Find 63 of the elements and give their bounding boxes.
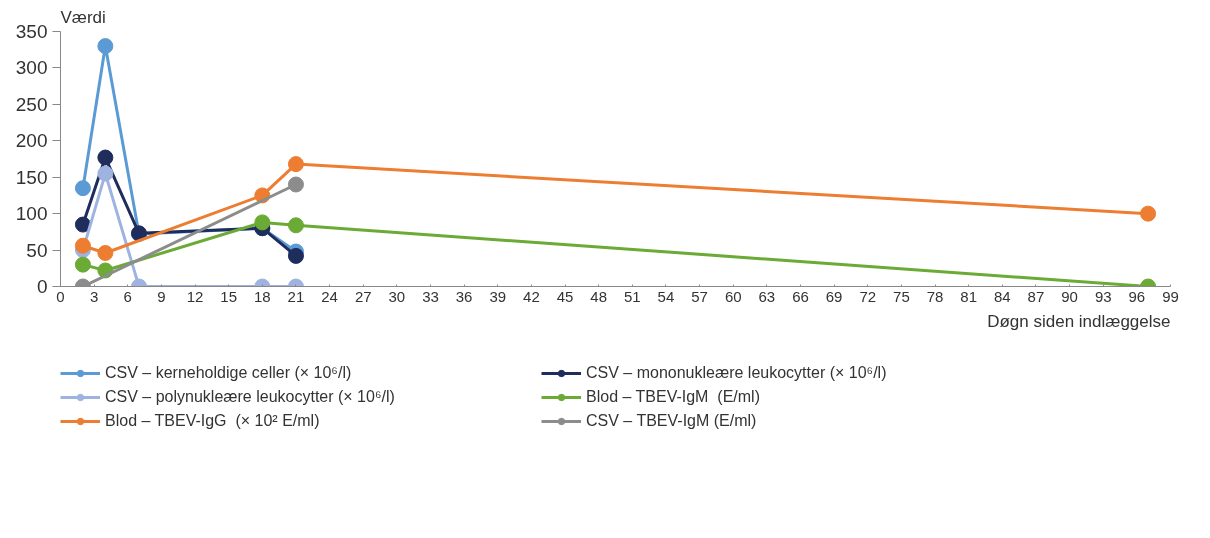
x-tick-label: 51 — [623, 287, 641, 305]
legend-label: CSV – polynukleære leukocytter (× 10⁶/l) — [105, 388, 396, 406]
x-axis-title: Døgn siden indlæggelse — [987, 311, 1171, 331]
x-tick-label: 15 — [220, 287, 238, 305]
point — [1140, 205, 1157, 222]
point — [74, 237, 91, 254]
x-tick-label: 24 — [321, 287, 338, 305]
x-tick-label: 75 — [893, 287, 910, 305]
x-tick-label: 87 — [1027, 287, 1045, 305]
x-tick-label: 57 — [691, 287, 708, 305]
x-tick-label: 21 — [287, 287, 305, 305]
x-tick-label: 48 — [590, 287, 608, 305]
y-tick-label: 200 — [15, 130, 48, 152]
point — [74, 256, 91, 273]
x-tick-label: 54 — [657, 287, 675, 305]
point — [97, 149, 114, 166]
x-tick-label: 39 — [489, 287, 507, 305]
point — [287, 217, 304, 234]
point — [254, 214, 271, 231]
y-tick-label: 350 — [15, 21, 48, 42]
y-tick-label: 150 — [15, 166, 48, 188]
x-tick-label: 9 — [157, 287, 166, 305]
x-tick-label: 63 — [758, 287, 776, 305]
legend-label: Blod – TBEV-IgG (× 10² E/ml) — [105, 412, 321, 430]
y-axis-title: Værdi — [60, 7, 106, 27]
x-tick-label: 27 — [354, 287, 372, 305]
x-tick-label: 36 — [455, 287, 473, 305]
x-tick-label: 18 — [253, 287, 271, 305]
x-tick-label: 60 — [724, 287, 742, 305]
x-tick-label: 78 — [926, 287, 944, 305]
x-tick-label: 93 — [1094, 287, 1112, 305]
point — [97, 165, 114, 182]
point — [287, 176, 304, 193]
x-tick-label: 81 — [960, 287, 978, 305]
x-tick-label: 96 — [1128, 287, 1146, 305]
x-tick-label: 72 — [859, 287, 877, 305]
x-tick-label: 33 — [422, 287, 439, 305]
legend-label: CSV – TBEV-IgM (E/ml) — [586, 412, 758, 430]
x-tick-label: 66 — [792, 287, 809, 305]
x-tick-label: 69 — [825, 287, 843, 305]
y-tick-label: 50 — [26, 239, 48, 261]
point — [74, 180, 91, 197]
x-tick-label: 30 — [388, 287, 406, 305]
legend-label: Blod – TBEV-IgM (E/ml) — [586, 388, 761, 406]
y-tick-label: 250 — [15, 93, 48, 115]
x-tick-label: 90 — [1061, 287, 1078, 305]
legend-label: CSV – mononukleære leukocytter (× 10⁶/l) — [586, 364, 888, 382]
point — [97, 38, 114, 55]
point — [287, 156, 304, 173]
legend-label: CSV – kerneholdige celler (× 10⁶/l) — [105, 364, 353, 382]
x-tick-label: 6 — [123, 287, 132, 305]
x-tick-label: 45 — [556, 287, 574, 305]
y-tick-label: 100 — [15, 203, 48, 225]
x-tick-label: 0 — [56, 287, 65, 305]
point — [74, 216, 91, 233]
x-tick-label: 99 — [1162, 287, 1179, 305]
x-tick-label: 3 — [89, 287, 99, 305]
point — [287, 247, 304, 264]
point — [97, 245, 114, 261]
x-tick-label: 42 — [523, 287, 540, 305]
y-tick-label: 300 — [15, 57, 48, 79]
x-tick-label: 12 — [186, 287, 204, 305]
x-tick-label: 84 — [993, 287, 1011, 305]
